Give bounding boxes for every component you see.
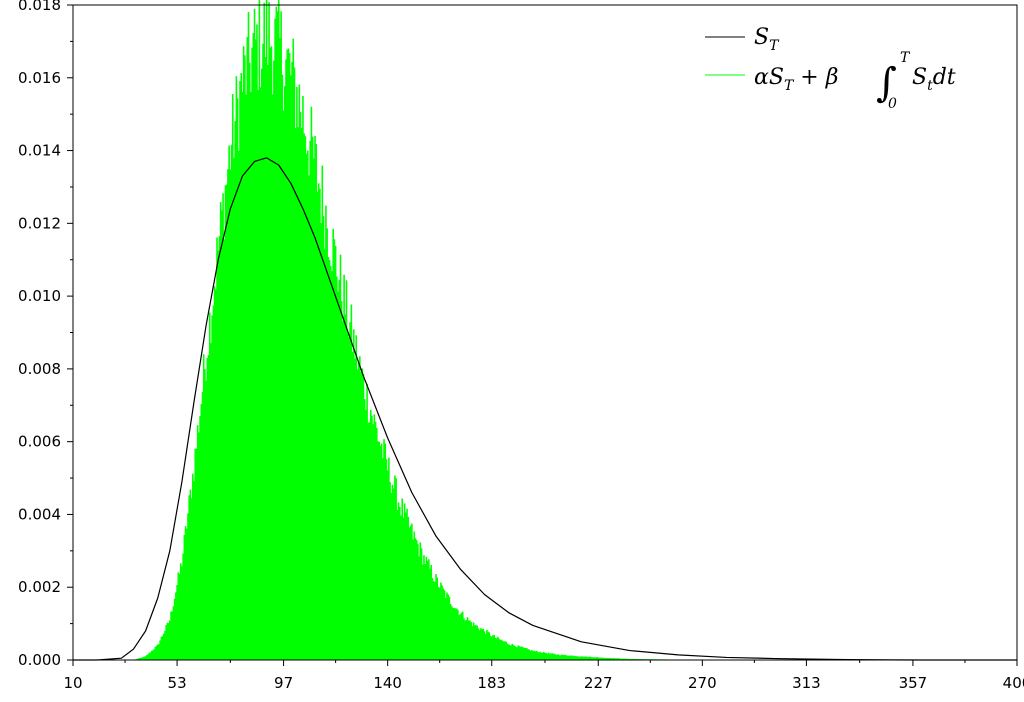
x-tick-label: 97 — [274, 674, 293, 692]
x-tick-label: 183 — [477, 674, 506, 692]
y-tick-label: 0.012 — [18, 214, 61, 232]
legend-integral-sign: ∫ — [876, 60, 897, 106]
x-tick-label: 313 — [792, 674, 821, 692]
x-tick-label: 140 — [373, 674, 402, 692]
legend-integrand: Stdt — [912, 65, 956, 94]
y-tick-label: 0.006 — [18, 433, 61, 451]
legend-integral-lower: 0 — [888, 96, 897, 112]
y-tick-label: 0.000 — [18, 651, 61, 669]
y-tick-label: 0.010 — [18, 287, 61, 305]
st-curve-layer — [73, 157, 1017, 661]
y-axis: 0.000 0.002 0.004 0.006 0.008 0.010 0.012 0.014… — [18, 0, 73, 669]
y-tick-label: 0.004 — [18, 505, 61, 523]
x-tick-label: 357 — [899, 674, 928, 692]
legend-label-combo: αST + β — [754, 65, 838, 94]
x-tick-label: 227 — [584, 674, 613, 692]
x-tick-label: 10 — [63, 674, 82, 692]
y-tick-label: 0.016 — [18, 69, 61, 87]
y-tick-label: 0.002 — [18, 578, 61, 596]
x-axis: 10 53 97 140 183 227 270 313 357 400 — [63, 660, 1024, 692]
y-tick-label: 0.018 — [18, 0, 61, 14]
legend: ST αST + β ∫ T 0 Stdt — [705, 25, 956, 112]
x-tick-label: 270 — [688, 674, 717, 692]
legend-integral-upper: T — [900, 50, 911, 66]
y-tick-label: 0.014 — [18, 142, 61, 160]
y-tick-label: 0.008 — [18, 360, 61, 378]
x-tick-label: 53 — [168, 674, 187, 692]
histogram-bars — [133, 0, 727, 660]
st-curve — [73, 157, 1017, 661]
x-tick-label: 400 — [1003, 674, 1024, 692]
